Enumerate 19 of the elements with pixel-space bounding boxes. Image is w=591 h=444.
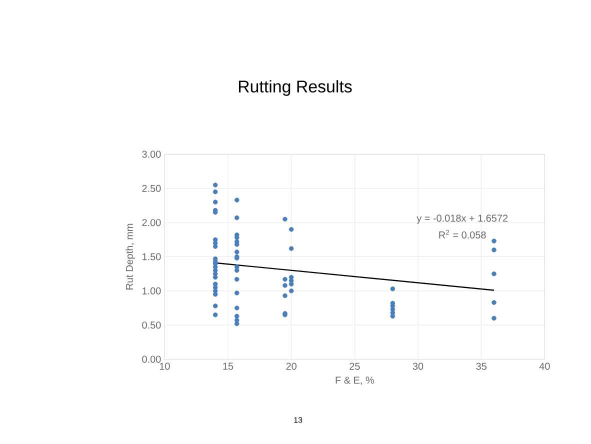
x-axis-title: F & E, % <box>336 376 374 385</box>
x-tick-label: 30 <box>412 362 424 370</box>
x-tick-label: 20 <box>286 362 296 370</box>
y-tick-label: 2.50 <box>142 184 161 192</box>
y-axis-title: Rut Depth, mm <box>126 224 135 290</box>
y-tick-label: 0.50 <box>142 322 161 329</box>
x-tick-label: 25 <box>350 362 360 370</box>
annotation: R$^{2}$ = 0.058 <box>439 230 486 238</box>
y-tick-label: 2.00 <box>142 219 161 226</box>
annotation: y = -0.018x + 1.6572 <box>416 214 508 224</box>
y-tick-label: 0.00 <box>142 356 161 363</box>
y-tick-label: 3.00 <box>142 150 161 158</box>
x-tick-label: 35 <box>476 362 486 370</box>
x-tick-label: 10 <box>160 362 170 370</box>
chart-title: Rutting Results <box>238 80 352 96</box>
x-tick-label: 40 <box>539 362 550 370</box>
x-tick-label: 15 <box>223 362 234 370</box>
y-tick-label: 1.50 <box>142 253 161 260</box>
y-tick-label: 1.00 <box>142 287 161 294</box>
